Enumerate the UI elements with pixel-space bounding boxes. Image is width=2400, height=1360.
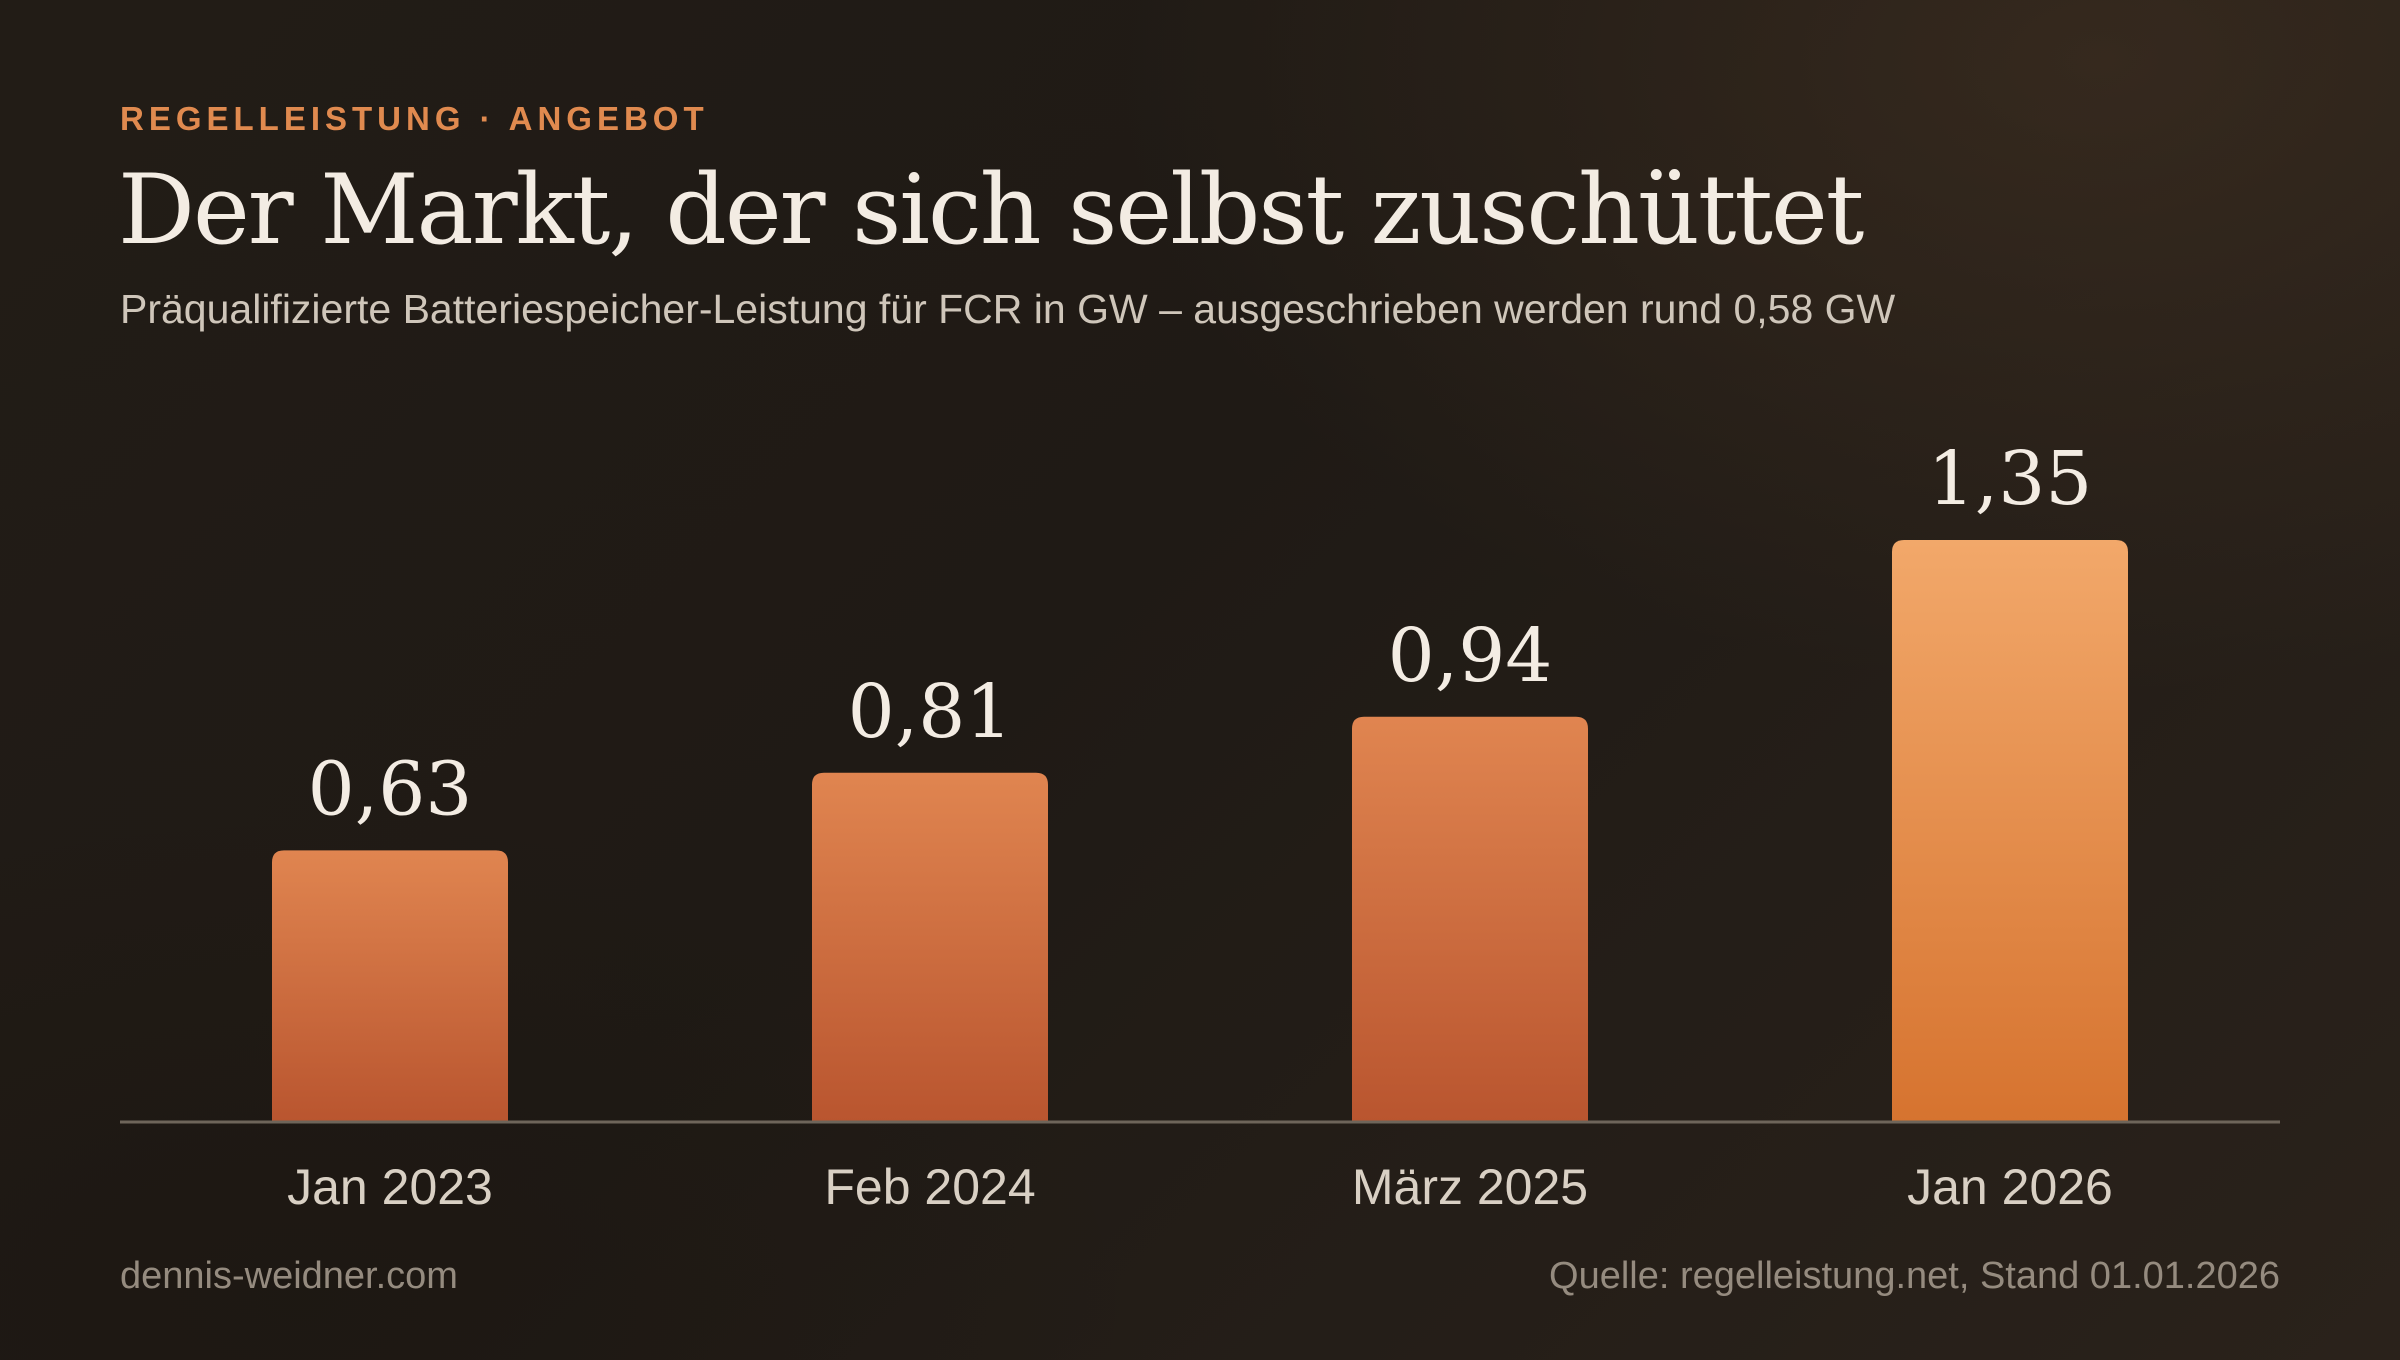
value-label-3: 0,94	[1388, 613, 1553, 699]
category-label-2: Feb 2024	[824, 1159, 1035, 1215]
bar-3	[1352, 716, 1588, 1122]
category-label-3: März 2025	[1352, 1159, 1588, 1215]
bar-4	[1892, 540, 2128, 1122]
footer-source: Quelle: regelleistung.net, Stand 01.01.2…	[1549, 1255, 2280, 1297]
value-label-1: 0,63	[308, 746, 473, 832]
bar-1	[272, 850, 508, 1122]
category-label-1: Jan 2023	[287, 1159, 493, 1215]
category-label-4: Jan 2026	[1907, 1159, 2113, 1215]
bar-2	[812, 772, 1048, 1122]
kicker-label: REGELLEISTUNG · ANGEBOT	[120, 100, 709, 137]
chart-subtitle: Präqualifizierte Batteriespeicher-Leistu…	[120, 286, 1896, 332]
value-label-2: 0,81	[848, 669, 1013, 755]
footer-author: dennis-weidner.com	[120, 1255, 458, 1297]
value-label-4: 1,35	[1928, 436, 2093, 522]
chart-title: Der Markt, der sich selbst zuschüttet	[118, 154, 1864, 266]
